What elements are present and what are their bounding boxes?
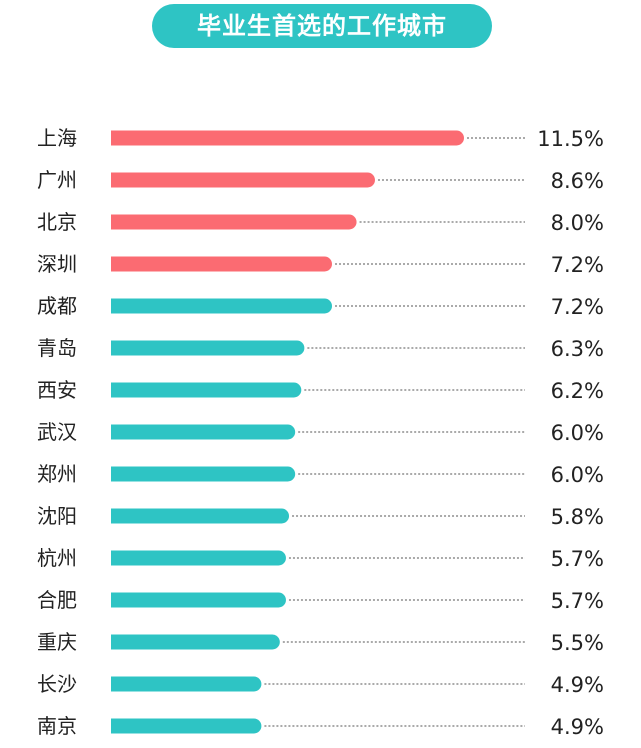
bar — [111, 130, 464, 146]
bar — [111, 550, 286, 566]
category-label: 上海 — [37, 126, 77, 150]
category-label: 深圳 — [37, 252, 77, 276]
bar-left-cap — [111, 298, 126, 314]
category-label: 长沙 — [37, 672, 77, 696]
bar — [111, 172, 375, 188]
category-label: 青岛 — [37, 336, 77, 360]
bar-left-cap — [111, 130, 126, 146]
bar-left-cap — [111, 382, 126, 398]
bar-left-cap — [111, 592, 126, 608]
value-label: 11.5% — [537, 127, 604, 151]
category-label: 广州 — [37, 168, 77, 192]
category-label: 武汉 — [37, 420, 77, 444]
category-label: 郑州 — [37, 462, 77, 486]
bar — [111, 508, 290, 524]
category-label: 合肥 — [37, 588, 77, 612]
category-label: 西安 — [37, 378, 77, 402]
value-label: 6.2% — [551, 379, 604, 403]
bar — [111, 592, 286, 608]
value-label: 8.6% — [551, 169, 604, 193]
bar — [111, 718, 262, 734]
bar-left-cap — [111, 634, 126, 650]
value-label: 5.8% — [551, 505, 604, 529]
category-label: 北京 — [37, 210, 77, 234]
bar-left-cap — [111, 424, 126, 440]
category-label: 沈阳 — [37, 504, 77, 528]
category-label: 重庆 — [37, 630, 77, 654]
category-label: 杭州 — [37, 546, 77, 570]
bar-left-cap — [111, 466, 126, 482]
bar — [111, 382, 302, 398]
value-label: 4.9% — [551, 715, 604, 739]
bar — [111, 298, 333, 314]
bar — [111, 634, 280, 650]
bar-left-cap — [111, 256, 126, 272]
bar — [111, 424, 296, 440]
value-label: 6.0% — [551, 463, 604, 487]
bar — [111, 214, 357, 230]
bar-left-cap — [111, 508, 126, 524]
value-label: 6.3% — [551, 337, 604, 361]
bar-left-cap — [111, 718, 126, 734]
value-label: 4.9% — [551, 673, 604, 697]
value-label: 7.2% — [551, 253, 604, 277]
value-label: 5.7% — [551, 547, 604, 571]
bar-left-cap — [111, 172, 126, 188]
value-label: 5.5% — [551, 631, 604, 655]
value-label: 8.0% — [551, 211, 604, 235]
bar-left-cap — [111, 550, 126, 566]
category-label: 南京 — [37, 714, 77, 738]
category-label: 成都 — [37, 294, 77, 318]
value-label: 6.0% — [551, 421, 604, 445]
value-label: 5.7% — [551, 589, 604, 613]
bar — [111, 466, 296, 482]
bar-left-cap — [111, 340, 126, 356]
bar — [111, 676, 262, 692]
value-label: 7.2% — [551, 295, 604, 319]
chart-title: 毕业生首选的工作城市 — [152, 4, 492, 48]
bar — [111, 256, 333, 272]
bar-left-cap — [111, 676, 126, 692]
bar-left-cap — [111, 214, 126, 230]
bar — [111, 340, 305, 356]
